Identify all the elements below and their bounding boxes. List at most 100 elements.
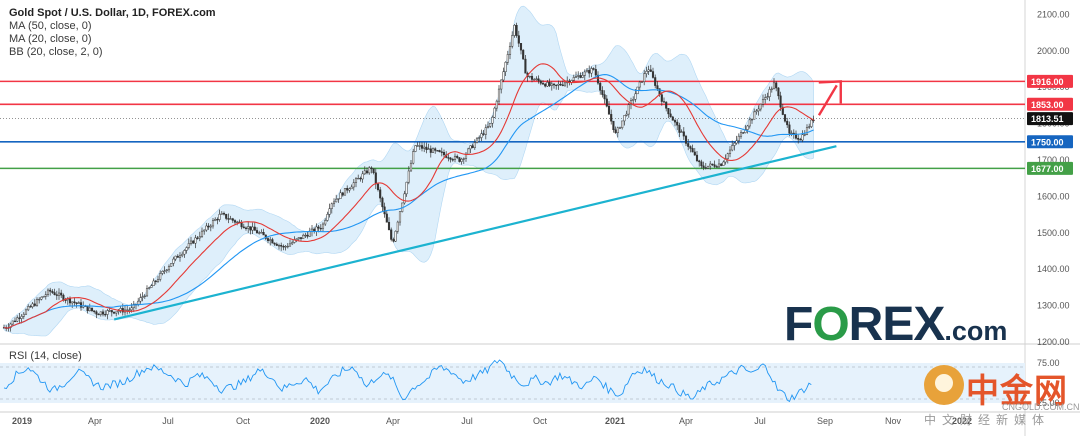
candle-body (220, 213, 223, 215)
price-axis-label: 2000.00 (1037, 46, 1070, 56)
candle-body (535, 78, 538, 80)
candle-body (44, 294, 47, 297)
candle-body (612, 120, 615, 130)
candle-body (227, 218, 230, 220)
candle-body (495, 100, 498, 109)
candle-body (676, 121, 679, 126)
candle-body (196, 237, 199, 239)
candle-body (233, 220, 237, 223)
candle-body (777, 87, 780, 97)
candle-body (640, 81, 644, 83)
legend-ma20: MA (20, close, 0) (9, 33, 92, 45)
candle-body (49, 289, 52, 292)
candle-body (335, 198, 338, 203)
time-axis-label: 2021 (605, 416, 625, 426)
candle-body (671, 116, 674, 121)
candle-body (266, 238, 270, 241)
price-tag-1853.00-box (1027, 97, 1073, 111)
time-axis-label: 2022 (952, 416, 972, 426)
candle-body (73, 301, 76, 304)
candle-body (253, 226, 256, 231)
candle-body (643, 73, 646, 82)
candle-body (376, 183, 380, 191)
candle-body (194, 237, 197, 244)
candle-body (38, 298, 41, 301)
candle-body (139, 297, 142, 302)
candle-body (165, 269, 168, 272)
candle-body (515, 24, 518, 36)
candle-body (20, 316, 23, 319)
candle-body (101, 311, 105, 315)
candle-body (108, 310, 111, 312)
candle-body (766, 96, 769, 98)
candle-body (205, 225, 208, 231)
candle-body (216, 218, 219, 221)
candle-body (357, 177, 360, 180)
candle-body (387, 222, 391, 231)
candle-body (605, 98, 608, 107)
candle-body (363, 170, 366, 175)
price-axis-label: 1600.00 (1037, 191, 1070, 201)
candle-body (761, 99, 765, 105)
candle-body (665, 101, 668, 109)
candle-body (695, 154, 699, 162)
candle-body (29, 306, 32, 308)
candle-body (423, 146, 426, 149)
candle-body (772, 82, 776, 90)
price-axis-label: 1700.00 (1037, 155, 1070, 165)
candle-body (137, 300, 140, 305)
candle-body (24, 309, 28, 315)
candle-body (607, 105, 611, 115)
candle-body (295, 238, 298, 241)
candle-body (77, 302, 80, 304)
candle-body (260, 232, 263, 234)
candle-body (372, 168, 375, 173)
candle-body (550, 83, 553, 86)
candle-body (728, 149, 732, 154)
candle-body (471, 145, 474, 148)
candle-body (218, 214, 221, 220)
candle-body (779, 95, 782, 108)
candle-body (689, 146, 692, 149)
candle-body (581, 75, 584, 78)
candle-body (528, 75, 531, 78)
candle-body (810, 119, 813, 127)
candle-body (799, 139, 802, 141)
candle-body (656, 85, 659, 89)
candle-body (469, 145, 472, 150)
candle-body (22, 313, 25, 317)
candle-body (130, 307, 133, 311)
candle-body (62, 294, 65, 301)
candle-body (275, 243, 278, 246)
candle-body (187, 243, 190, 248)
candle-body (475, 137, 479, 143)
candle-body (447, 157, 450, 159)
candle-body (737, 135, 740, 141)
candle-body (625, 113, 628, 116)
candle-body (489, 122, 492, 127)
candle-body (739, 132, 743, 137)
candle-body (178, 255, 182, 258)
candle-body (304, 234, 307, 237)
candle-body (755, 110, 758, 113)
candle-body (189, 240, 193, 244)
candle-body (412, 151, 415, 164)
price-tag-current-text: 1813.51 (1031, 114, 1064, 124)
candle-body (27, 306, 30, 311)
candle-body (31, 303, 34, 308)
candle-body (231, 218, 234, 221)
candle-body (603, 94, 606, 100)
candle-body (183, 250, 186, 255)
cngold-watermark: 中金网 CNGOLD.COM.CN 中文财经新媒体 (918, 360, 1080, 436)
candle-body (621, 120, 624, 129)
legend-ma50: MA (50, close, 0) (9, 20, 92, 32)
candle-body (255, 230, 259, 234)
candle-body (18, 317, 21, 319)
candle-body (95, 311, 98, 315)
candle-body (546, 82, 549, 87)
candle-body (269, 239, 272, 241)
candle-body (493, 107, 496, 118)
candle-body (370, 167, 373, 169)
candle-body (126, 309, 129, 311)
logo-com: .com (944, 316, 1008, 346)
